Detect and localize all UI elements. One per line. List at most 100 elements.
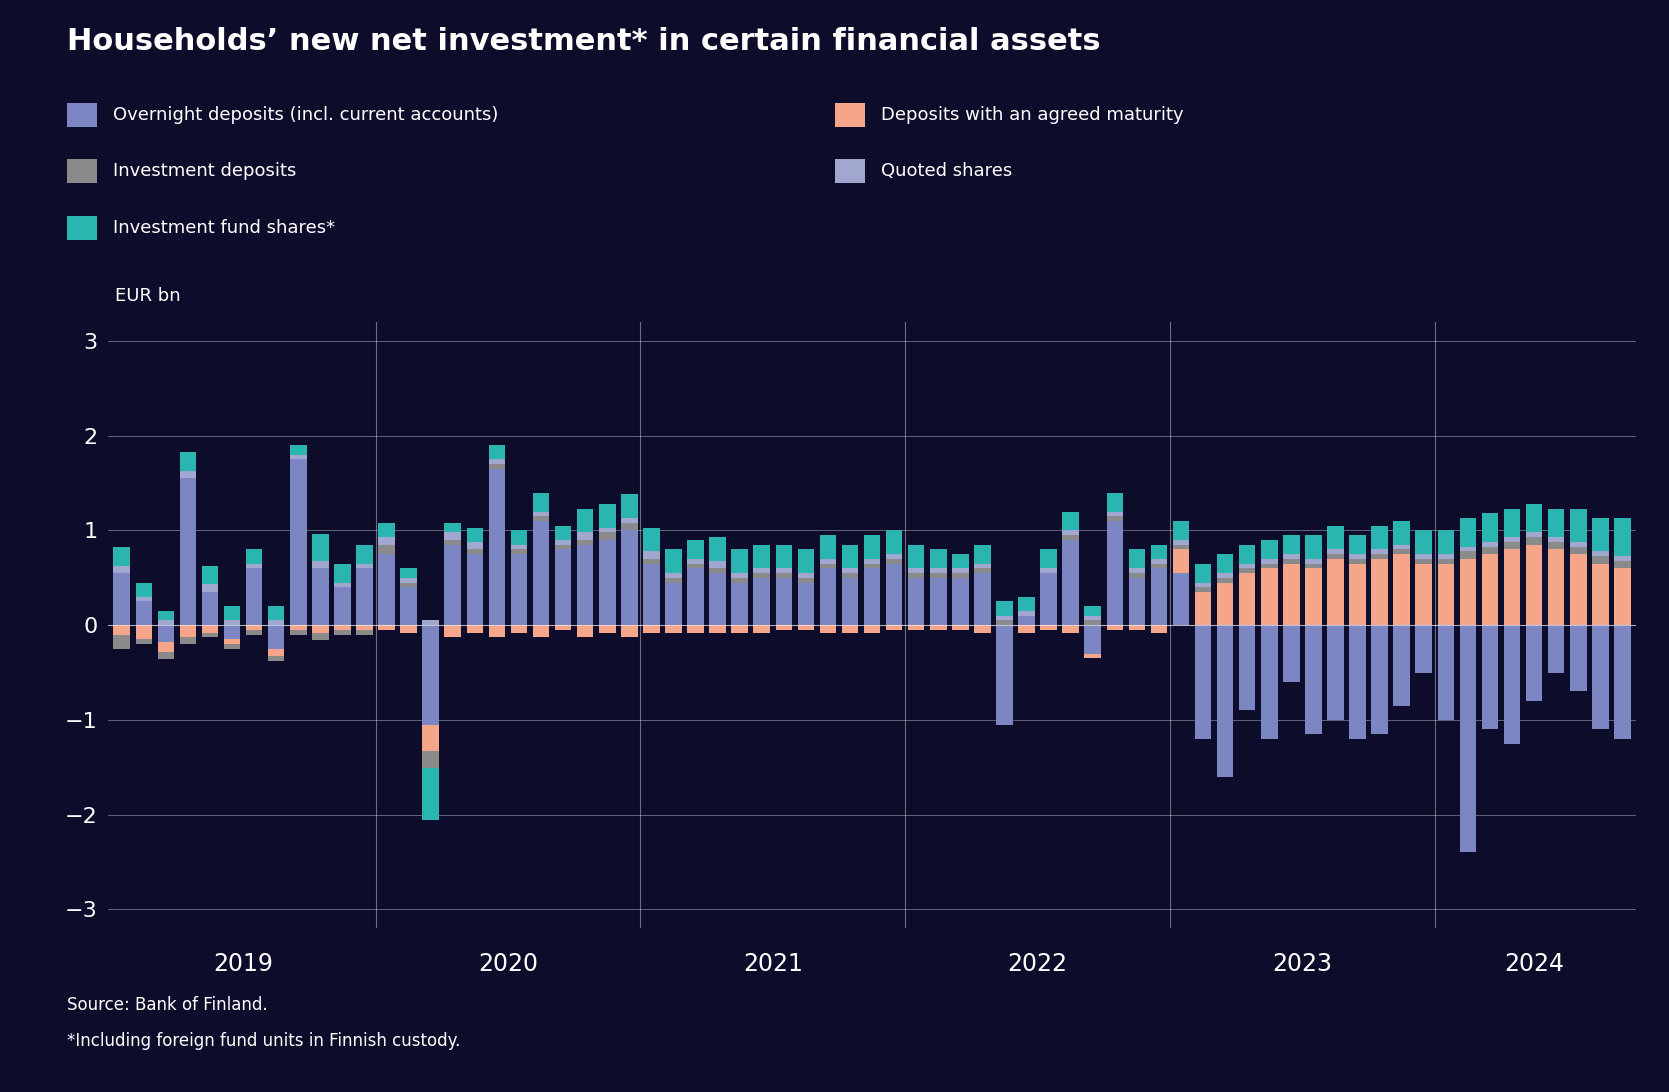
Bar <box>1547 625 1564 673</box>
Bar <box>731 625 748 632</box>
Bar <box>666 625 681 632</box>
Text: 2023: 2023 <box>1272 952 1332 976</box>
Bar <box>1040 549 1056 568</box>
Bar <box>819 568 836 625</box>
Bar <box>1349 535 1365 554</box>
Bar <box>599 625 616 632</box>
Bar <box>202 632 219 638</box>
Bar <box>930 573 946 578</box>
Bar <box>1195 625 1212 739</box>
Bar <box>621 523 638 531</box>
Bar <box>511 625 527 632</box>
Bar <box>1262 563 1277 568</box>
Bar <box>1195 563 1212 582</box>
Bar <box>1040 568 1056 573</box>
Bar <box>709 568 726 573</box>
Bar <box>1614 556 1631 561</box>
Bar <box>1571 542 1587 547</box>
Bar <box>908 568 925 573</box>
Bar <box>1525 533 1542 537</box>
Bar <box>1173 549 1190 573</box>
Bar <box>1283 559 1300 563</box>
Bar <box>621 625 638 637</box>
Bar <box>1173 539 1190 545</box>
Bar <box>290 460 307 625</box>
Bar <box>1327 625 1344 720</box>
Bar <box>1437 554 1454 559</box>
Bar <box>1460 625 1475 853</box>
Bar <box>511 554 527 625</box>
Bar <box>577 509 594 533</box>
Bar <box>886 625 903 630</box>
Bar <box>1128 625 1145 630</box>
Bar <box>554 525 571 539</box>
Bar <box>245 549 262 563</box>
Bar <box>865 563 880 568</box>
Bar <box>1085 606 1102 616</box>
Bar <box>554 549 571 625</box>
Bar <box>1394 549 1410 554</box>
Bar <box>1460 551 1475 559</box>
Bar <box>886 554 903 559</box>
Bar <box>422 620 439 625</box>
Bar <box>1063 539 1078 625</box>
Bar <box>1571 625 1587 691</box>
Bar <box>554 625 571 630</box>
Bar <box>1018 610 1035 616</box>
Bar <box>379 545 396 554</box>
Text: 2021: 2021 <box>743 952 803 976</box>
Bar <box>1504 542 1520 549</box>
Bar <box>688 563 704 568</box>
Bar <box>577 545 594 625</box>
Text: Overnight deposits (incl. current accounts): Overnight deposits (incl. current accoun… <box>113 106 499 123</box>
Bar <box>467 554 482 625</box>
Bar <box>599 539 616 625</box>
Bar <box>312 632 329 640</box>
Bar <box>819 559 836 563</box>
Bar <box>1305 535 1322 559</box>
Bar <box>180 637 197 644</box>
Bar <box>202 566 219 584</box>
Bar <box>1262 539 1277 559</box>
Bar <box>1372 625 1389 734</box>
Bar <box>688 539 704 559</box>
Bar <box>532 625 549 637</box>
Bar <box>290 446 307 454</box>
Bar <box>1217 554 1233 573</box>
Bar <box>1592 563 1609 625</box>
Bar <box>157 652 174 660</box>
Bar <box>1217 578 1233 582</box>
Bar <box>1525 545 1542 625</box>
Bar <box>776 568 793 573</box>
Bar <box>975 545 991 563</box>
Bar <box>312 534 329 561</box>
Text: 2024: 2024 <box>1504 952 1564 976</box>
Bar <box>1040 625 1056 630</box>
Bar <box>753 578 769 625</box>
Bar <box>1415 531 1432 554</box>
Bar <box>1283 535 1300 554</box>
Bar <box>798 625 814 630</box>
Bar <box>379 523 396 537</box>
Bar <box>334 582 350 587</box>
Bar <box>886 559 903 563</box>
Bar <box>1327 559 1344 625</box>
Bar <box>1547 509 1564 537</box>
Bar <box>202 592 219 625</box>
Bar <box>951 568 968 573</box>
Bar <box>1107 521 1123 625</box>
Bar <box>643 625 659 632</box>
Bar <box>577 533 594 539</box>
Text: Deposits with an agreed maturity: Deposits with an agreed maturity <box>881 106 1183 123</box>
Bar <box>1592 551 1609 556</box>
Bar <box>798 573 814 578</box>
Bar <box>1283 554 1300 559</box>
Bar <box>1372 525 1389 549</box>
Bar <box>930 578 946 625</box>
Bar <box>1394 521 1410 545</box>
Bar <box>908 573 925 578</box>
Bar <box>643 559 659 563</box>
Text: Investment deposits: Investment deposits <box>113 163 297 180</box>
Bar <box>1238 573 1255 625</box>
Bar <box>908 545 925 568</box>
